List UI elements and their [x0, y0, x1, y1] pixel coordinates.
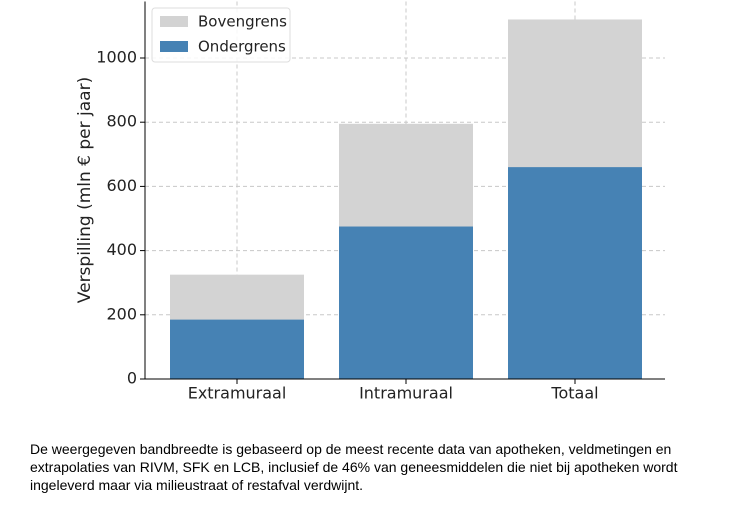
legend-swatch — [160, 16, 188, 27]
x-tick-label: Extramuraal — [188, 384, 287, 403]
bar — [339, 226, 473, 379]
y-tick-label: 200 — [106, 304, 137, 323]
y-tick-label: 600 — [106, 176, 137, 195]
bar — [508, 167, 642, 379]
legend-label: Bovengrens — [198, 13, 287, 31]
legend-swatch — [160, 41, 188, 52]
y-axis-label: Verspilling (mln € per jaar) — [75, 77, 95, 303]
y-tick-label: 800 — [106, 112, 137, 131]
caption: De weergegeven bandbreedte is gebaseerd … — [30, 441, 678, 493]
legend-label: Ondergrens — [198, 38, 286, 56]
x-tick-label: Totaal — [550, 384, 598, 403]
y-tick-label: 0 — [127, 369, 137, 388]
chart: Verspilling (mln € per jaar) 0 200 400 600 8… — [75, 1, 665, 403]
x-tick-label: Intramuraal — [359, 384, 453, 403]
y-tick-label: 400 — [106, 240, 137, 259]
y-tick-label: 1000 — [96, 47, 137, 66]
bar — [170, 319, 304, 379]
